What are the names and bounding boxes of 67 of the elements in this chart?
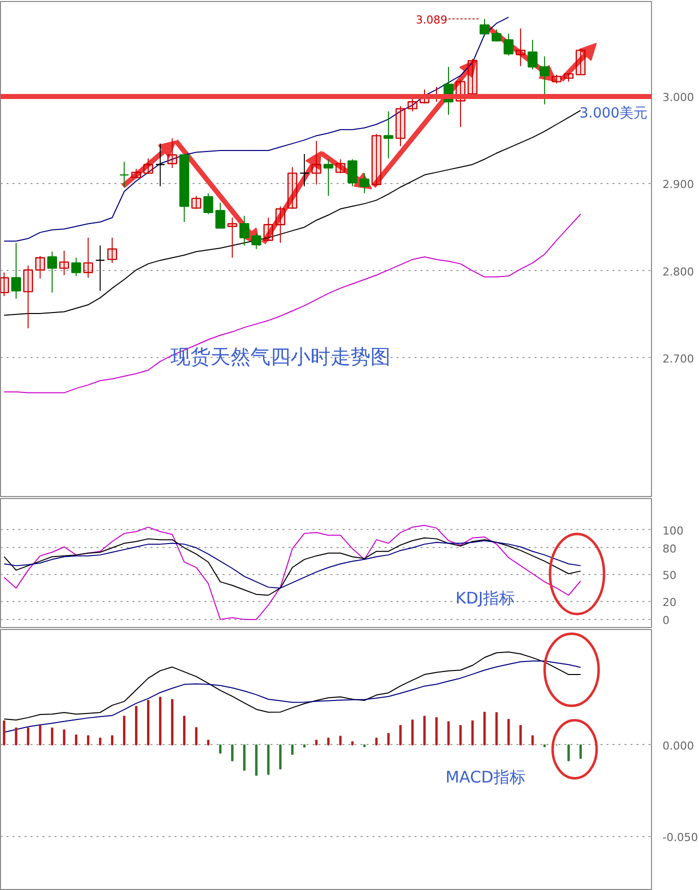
- candlestick: [143, 158, 154, 175]
- annotation: 现货天然气四小时走势图: [170, 344, 390, 368]
- candlestick: [167, 138, 178, 168]
- y-tick-label: 2.900: [662, 178, 694, 192]
- candlestick: [552, 74, 562, 84]
- line-series: [4, 110, 582, 316]
- candlestick: [335, 158, 346, 174]
- line-series: [4, 652, 582, 720]
- y-tick-label: 80: [662, 542, 676, 556]
- candlestick: [263, 217, 274, 242]
- candlestick: [119, 161, 130, 188]
- candlestick: [239, 215, 250, 246]
- candlestick: [564, 72, 574, 82]
- annotation: 3.089: [416, 13, 448, 26]
- y-tick-label: 0.000: [662, 739, 694, 752]
- candlestick: [71, 257, 82, 277]
- line-series: [4, 524, 582, 620]
- y-tick-label: 2.700: [662, 352, 694, 366]
- ref-line-label: 3.000美元: [580, 105, 648, 122]
- candlestick: [492, 28, 502, 42]
- line-series: [4, 214, 582, 394]
- candlestick: [299, 154, 310, 187]
- y-tick-label: -0.050: [662, 830, 698, 844]
- y-tick-label: 100: [662, 524, 684, 538]
- candlestick: [323, 158, 334, 196]
- candlestick: [396, 106, 406, 147]
- candlestick: [227, 217, 238, 258]
- candlestick: [191, 195, 202, 210]
- candlestick: [83, 237, 94, 278]
- y-tick-label: 2.800: [662, 265, 694, 278]
- candlestick: [360, 172, 370, 194]
- line-series: [4, 16, 510, 242]
- line-series: [4, 540, 582, 589]
- candlestick: [251, 232, 262, 250]
- candlestick: [348, 158, 358, 187]
- candlestick: [408, 98, 418, 112]
- annotation: KDJ指标: [456, 588, 516, 608]
- candlestick: [203, 192, 214, 215]
- candlestick: [311, 140, 322, 186]
- candlestick: [468, 58, 478, 96]
- candlestick: [47, 251, 58, 294]
- candlestick: [384, 110, 394, 159]
- candlestick: [287, 166, 298, 210]
- candlestick: [35, 255, 46, 280]
- y-tick-label: 0: [662, 614, 670, 627]
- candlestick: [372, 133, 382, 186]
- candlestick: [11, 242, 22, 300]
- candlestick: [540, 56, 550, 105]
- candlestick: [107, 237, 118, 264]
- candlestick: [59, 250, 70, 276]
- candlestick: [0, 272, 10, 297]
- candlestick: [516, 28, 526, 66]
- y-tick-label: 3.000: [662, 90, 694, 104]
- candlestick: [480, 18, 490, 36]
- candlestick: [275, 206, 286, 244]
- candlestick: [95, 245, 106, 292]
- candlestick: [576, 48, 586, 76]
- candlestick: [155, 143, 166, 187]
- candlestick: [504, 33, 514, 56]
- line-series: [4, 660, 582, 733]
- candlestick: [215, 202, 226, 229]
- annotation: MACD指标: [446, 768, 526, 786]
- y-tick-label: 50: [662, 569, 676, 582]
- candlestick: [528, 39, 538, 70]
- candlestick: [131, 168, 142, 179]
- candlestick: [23, 265, 34, 329]
- y-tick-label: 20: [662, 596, 676, 610]
